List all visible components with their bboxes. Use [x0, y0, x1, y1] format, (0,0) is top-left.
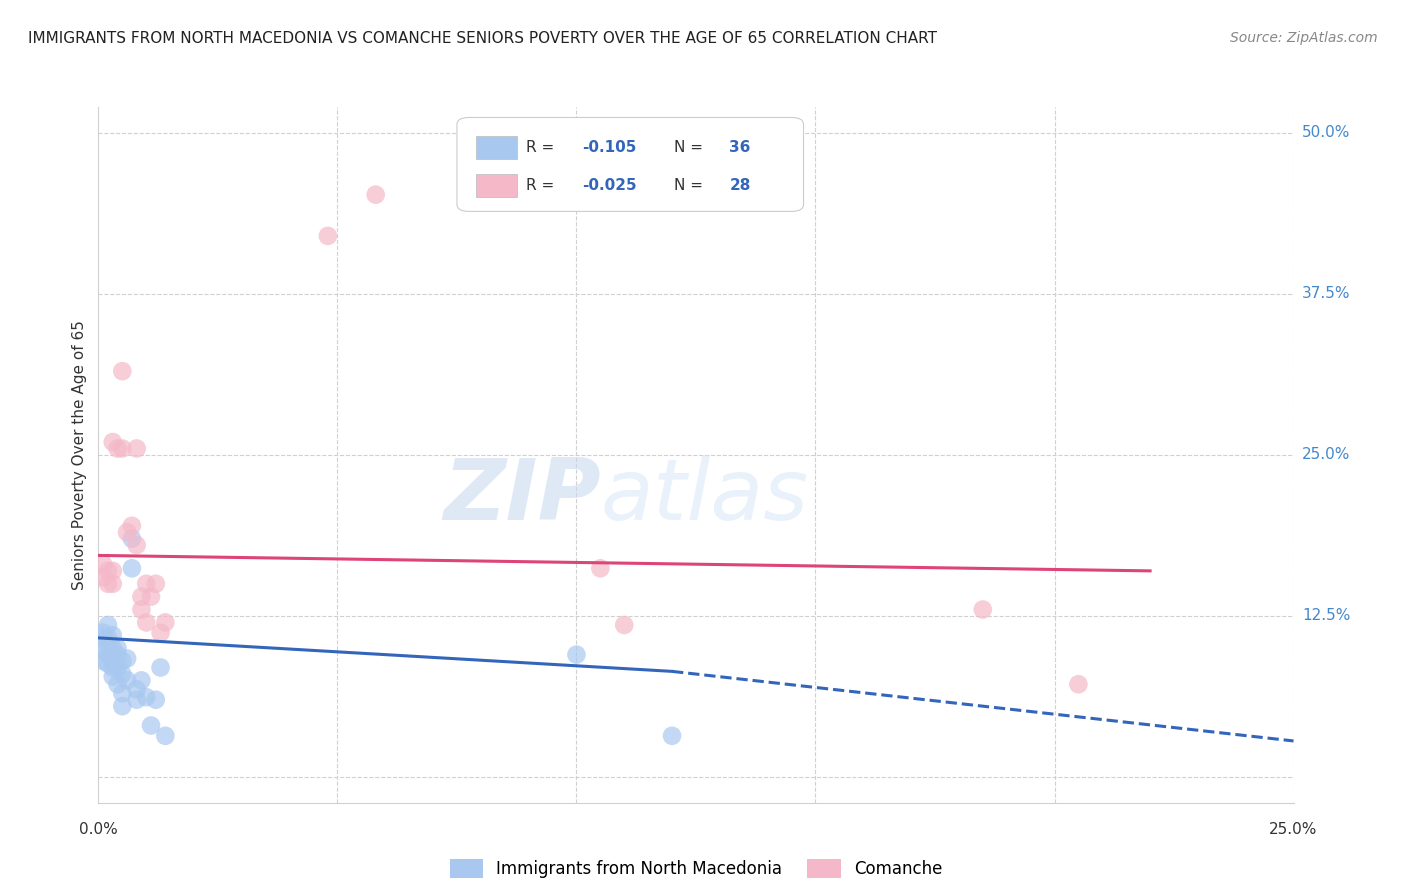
- Point: [107, 442, 129, 456]
- Point: [149, 625, 172, 640]
- Point: [97, 648, 120, 662]
- Text: N =: N =: [675, 178, 709, 194]
- Point: [111, 364, 134, 378]
- Point: [125, 538, 148, 552]
- Text: 25.0%: 25.0%: [1302, 448, 1350, 462]
- Point: [565, 648, 588, 662]
- Point: [101, 435, 124, 450]
- Point: [111, 442, 134, 456]
- Point: [125, 442, 148, 456]
- Point: [97, 576, 120, 591]
- Point: [101, 641, 124, 656]
- Point: [101, 564, 124, 578]
- Point: [131, 590, 153, 604]
- Text: 37.5%: 37.5%: [1302, 286, 1350, 301]
- Point: [91, 570, 114, 584]
- Point: [131, 673, 153, 688]
- Point: [316, 228, 339, 243]
- Point: [101, 660, 124, 674]
- Point: [131, 602, 153, 616]
- Point: [111, 699, 134, 714]
- Text: N =: N =: [675, 140, 709, 155]
- Text: -0.105: -0.105: [582, 140, 637, 155]
- Text: IMMIGRANTS FROM NORTH MACEDONIA VS COMANCHE SENIORS POVERTY OVER THE AGE OF 65 C: IMMIGRANTS FROM NORTH MACEDONIA VS COMAN…: [28, 31, 938, 46]
- Y-axis label: Seniors Poverty Over the Age of 65: Seniors Poverty Over the Age of 65: [72, 320, 87, 590]
- Point: [101, 669, 124, 683]
- Point: [145, 576, 167, 591]
- Point: [97, 631, 120, 645]
- Point: [115, 673, 138, 688]
- Point: [97, 657, 120, 671]
- FancyBboxPatch shape: [477, 136, 517, 159]
- Legend: Immigrants from North Macedonia, Comanche: Immigrants from North Macedonia, Comanch…: [443, 853, 949, 885]
- Text: 36: 36: [730, 140, 751, 155]
- Point: [661, 729, 683, 743]
- Point: [121, 561, 143, 575]
- Point: [139, 718, 162, 732]
- Point: [125, 682, 148, 697]
- Point: [91, 654, 114, 668]
- Text: 25.0%: 25.0%: [1270, 822, 1317, 837]
- Point: [139, 590, 162, 604]
- Point: [135, 690, 157, 705]
- Text: 12.5%: 12.5%: [1302, 608, 1350, 624]
- Point: [101, 650, 124, 665]
- Point: [145, 692, 167, 706]
- FancyBboxPatch shape: [477, 174, 517, 197]
- Text: -0.025: -0.025: [582, 178, 637, 194]
- Text: 28: 28: [730, 178, 751, 194]
- Point: [107, 641, 129, 656]
- Point: [121, 518, 143, 533]
- Point: [155, 729, 177, 743]
- Point: [121, 532, 143, 546]
- Point: [115, 525, 138, 540]
- Text: 0.0%: 0.0%: [79, 822, 118, 837]
- Point: [101, 576, 124, 591]
- Point: [107, 677, 129, 691]
- Text: ZIP: ZIP: [443, 455, 600, 538]
- Point: [91, 558, 114, 572]
- Point: [97, 639, 120, 653]
- Point: [97, 618, 120, 632]
- Point: [364, 187, 387, 202]
- Text: atlas: atlas: [600, 455, 808, 538]
- Text: R =: R =: [526, 178, 560, 194]
- Point: [107, 660, 129, 674]
- Text: R =: R =: [526, 140, 560, 155]
- Point: [107, 648, 129, 662]
- Point: [1067, 677, 1090, 691]
- Point: [589, 561, 612, 575]
- Point: [135, 576, 157, 591]
- Point: [149, 660, 172, 674]
- Point: [613, 618, 636, 632]
- Point: [97, 564, 120, 578]
- Point: [972, 602, 994, 616]
- Point: [101, 628, 124, 642]
- Point: [135, 615, 157, 630]
- Point: [91, 644, 114, 658]
- Text: 50.0%: 50.0%: [1302, 125, 1350, 140]
- FancyBboxPatch shape: [457, 118, 804, 211]
- Point: [111, 654, 134, 668]
- Point: [155, 615, 177, 630]
- Point: [125, 692, 148, 706]
- Point: [115, 651, 138, 665]
- Point: [111, 667, 134, 681]
- Text: Source: ZipAtlas.com: Source: ZipAtlas.com: [1230, 31, 1378, 45]
- Point: [111, 686, 134, 700]
- Point: [91, 625, 114, 640]
- Point: [91, 631, 114, 645]
